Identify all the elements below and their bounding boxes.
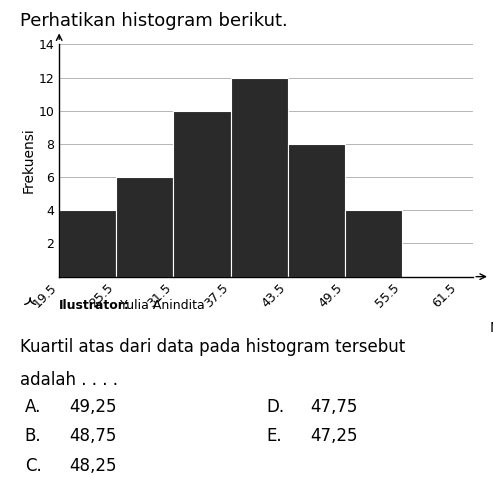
Bar bbox=[231, 78, 287, 277]
Text: A.: A. bbox=[25, 398, 41, 415]
Text: Ilustrator:: Ilustrator: bbox=[59, 299, 130, 312]
Text: Nilai: Nilai bbox=[490, 321, 493, 335]
Text: Kuartil atas dari data pada histogram tersebut: Kuartil atas dari data pada histogram te… bbox=[20, 338, 405, 356]
Bar bbox=[59, 210, 116, 277]
Text: 47,25: 47,25 bbox=[311, 427, 358, 445]
Y-axis label: Frekuensi: Frekuensi bbox=[22, 127, 35, 194]
Text: Perhatikan histogram berikut.: Perhatikan histogram berikut. bbox=[20, 12, 287, 30]
Bar bbox=[287, 144, 345, 277]
Text: 49,25: 49,25 bbox=[69, 398, 116, 415]
Bar bbox=[345, 210, 402, 277]
Text: E.: E. bbox=[266, 427, 282, 445]
Text: B.: B. bbox=[25, 427, 41, 445]
Text: D.: D. bbox=[266, 398, 284, 415]
Text: 47,75: 47,75 bbox=[311, 398, 358, 415]
Bar bbox=[116, 177, 174, 277]
Text: 48,75: 48,75 bbox=[69, 427, 116, 445]
Bar bbox=[174, 111, 231, 277]
Text: 48,25: 48,25 bbox=[69, 457, 116, 475]
Text: adalah . . . .: adalah . . . . bbox=[20, 370, 118, 388]
Text: Yulia Anindita: Yulia Anindita bbox=[116, 299, 205, 312]
Text: C.: C. bbox=[25, 457, 41, 475]
